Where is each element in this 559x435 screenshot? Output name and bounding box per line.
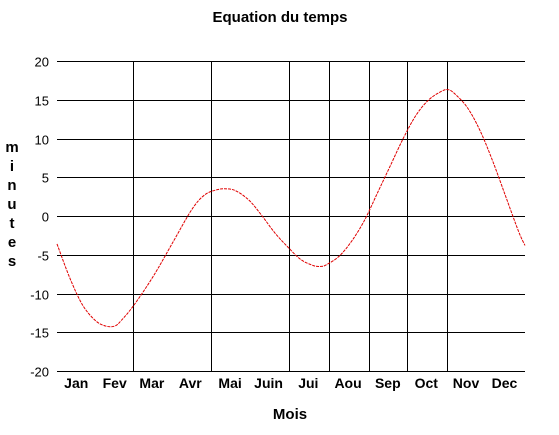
vertical-gridlines (133, 61, 448, 371)
y-axis-label-letter: n (7, 177, 16, 194)
y-tick-label: 15 (35, 94, 49, 109)
y-tick-label: -15 (30, 326, 49, 341)
x-tick-label: Jui (298, 375, 318, 391)
x-tick-label: Mai (218, 375, 241, 391)
y-tick-label: 20 (35, 55, 49, 70)
chart-title: Equation du temps (213, 9, 348, 26)
y-tick-label: 10 (35, 133, 49, 148)
y-tick-label: -5 (37, 249, 49, 264)
x-axis-month-labels: Jan Fev Mar Avr Mai Juin Jui Aou Sep Oct Nov Dec (64, 375, 517, 391)
x-tick-label: Aou (334, 375, 361, 391)
x-tick-label: Avr (179, 375, 202, 391)
y-tick-label: 0 (42, 210, 49, 225)
x-tick-label: Fev (103, 375, 127, 391)
x-tick-label: Juin (254, 375, 283, 391)
x-tick-label: Sep (375, 375, 401, 391)
y-axis-label-letter: u (7, 196, 16, 213)
y-axis-label-letter: i (10, 158, 14, 175)
x-axis-label: Mois (273, 406, 307, 423)
x-tick-label: Oct (415, 375, 439, 391)
x-tick-label: Nov (453, 375, 480, 391)
x-tick-label: Dec (492, 375, 518, 391)
y-tick-label: -10 (30, 288, 49, 303)
y-axis-label-letter: t (10, 215, 15, 232)
equation-of-time-series (56, 89, 526, 328)
x-tick-label: Mar (139, 375, 164, 391)
horizontal-gridlines (57, 61, 525, 372)
x-tick-label: Jan (64, 375, 88, 391)
y-tick-label: 5 (42, 171, 49, 186)
y-tick-label: -20 (30, 365, 49, 380)
y-axis-label-letter: m (5, 139, 18, 156)
y-axis-label-letter: e (8, 234, 16, 251)
y-axis-ticks: -20 -15 -10 -5 0 5 10 15 20 (30, 55, 49, 380)
y-axis-label-letter: s (8, 253, 16, 270)
